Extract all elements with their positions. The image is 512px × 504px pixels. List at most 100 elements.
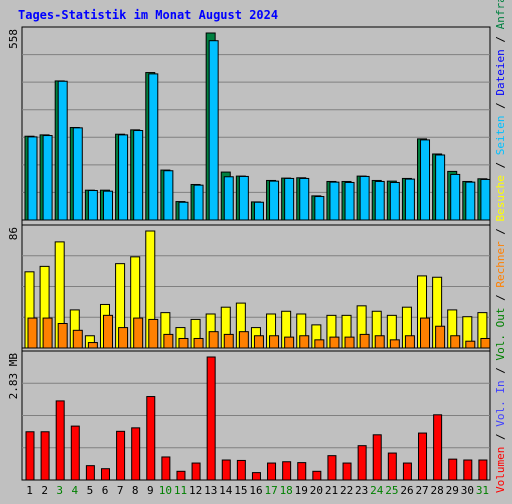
bar-volumen bbox=[463, 459, 473, 481]
x-tick-label: 3 bbox=[56, 484, 63, 497]
bar-volumen bbox=[357, 445, 367, 481]
x-tick-label: 11 bbox=[174, 484, 187, 497]
bar-rechner bbox=[374, 335, 385, 349]
chart-title: Tages-Statistik im Monat August 2024 bbox=[18, 8, 278, 22]
bar-dateien bbox=[450, 173, 461, 221]
bar-dateien bbox=[480, 178, 491, 221]
bar-volumen bbox=[206, 356, 216, 481]
x-tick-label: 20 bbox=[310, 484, 323, 497]
chart-panels: 558 86 2.83 MB bbox=[7, 26, 491, 481]
bar-rechner bbox=[465, 340, 476, 349]
bar-dateien bbox=[208, 40, 219, 221]
bar-rechner bbox=[178, 337, 189, 349]
bar-rechner bbox=[389, 339, 400, 349]
legend-item: / bbox=[494, 29, 507, 49]
x-tick-label: 9 bbox=[147, 484, 154, 497]
bar-rechner bbox=[435, 325, 446, 349]
legend-item: Volumen bbox=[494, 447, 507, 493]
y-max-label: 558 bbox=[7, 29, 20, 49]
bar-volumen bbox=[448, 458, 458, 481]
bar-volumen bbox=[85, 465, 95, 481]
bar-dateien bbox=[223, 176, 234, 221]
x-tick-label: 28 bbox=[431, 484, 444, 497]
bar-rechner bbox=[480, 337, 491, 349]
bar-rechner bbox=[87, 342, 98, 349]
bar-volumen bbox=[267, 462, 277, 481]
bar-rechner bbox=[344, 336, 355, 349]
right-legend: Volumen / Vol. In / Vol. Out / Rechner /… bbox=[494, 0, 507, 493]
bar-rechner bbox=[329, 336, 340, 349]
bar-dateien bbox=[163, 170, 174, 221]
bar-volumen bbox=[25, 431, 35, 481]
x-tick-label: 7 bbox=[117, 484, 124, 497]
legend-item: Vol. Out bbox=[494, 308, 507, 361]
bar-volumen bbox=[221, 459, 231, 481]
x-tick-label: 15 bbox=[234, 484, 247, 497]
legend-item: / bbox=[494, 155, 507, 175]
bar-volumen bbox=[433, 414, 443, 481]
bar-dateien bbox=[344, 181, 355, 221]
legend-item: Rechner bbox=[494, 241, 507, 288]
bar-dateien bbox=[284, 177, 295, 221]
bar-rechner bbox=[163, 333, 174, 349]
bar-volumen bbox=[251, 472, 261, 481]
bar-dateien bbox=[87, 190, 98, 221]
bar-volumen bbox=[236, 459, 246, 481]
x-tick-label: 13 bbox=[204, 484, 217, 497]
bar-rechner bbox=[299, 335, 310, 349]
bar-rechner bbox=[253, 335, 264, 349]
bar-dateien bbox=[359, 175, 370, 221]
bar-dateien bbox=[178, 201, 189, 221]
legend-item: Besuche bbox=[494, 175, 507, 221]
x-tick-label: 5 bbox=[87, 484, 94, 497]
x-tick-label: 12 bbox=[189, 484, 202, 497]
x-tick-label: 27 bbox=[415, 484, 428, 497]
bar-dateien bbox=[465, 181, 476, 221]
bar-dateien bbox=[329, 181, 340, 221]
bar-dateien bbox=[420, 139, 431, 221]
legend-item: Seiten bbox=[494, 115, 507, 155]
bar-rechner bbox=[193, 337, 204, 349]
x-tick-label: 1 bbox=[26, 484, 33, 497]
panel-1: 558 bbox=[7, 26, 491, 221]
legend-item: Anfragen bbox=[494, 0, 507, 29]
bar-volumen bbox=[372, 434, 382, 481]
legend-item: Vol. In bbox=[494, 380, 507, 426]
x-tick-label: 17 bbox=[264, 484, 277, 497]
bar-rechner bbox=[133, 317, 144, 349]
bar-rechner bbox=[57, 323, 68, 349]
x-tick-label: 26 bbox=[400, 484, 413, 497]
x-tick-label: 31 bbox=[476, 484, 489, 497]
bar-dateien bbox=[374, 180, 385, 221]
legend-item: / bbox=[494, 361, 507, 381]
bar-rechner bbox=[314, 339, 325, 349]
x-tick-label: 2 bbox=[41, 484, 48, 497]
legend-item: / bbox=[494, 221, 507, 241]
bar-volumen bbox=[176, 470, 186, 481]
bar-volumen bbox=[342, 462, 352, 481]
y-max-label: 86 bbox=[7, 227, 20, 240]
bar-rechner bbox=[284, 336, 295, 349]
bar-rechner bbox=[102, 314, 113, 349]
bar-dateien bbox=[42, 135, 53, 221]
bar-dateien bbox=[299, 177, 310, 221]
bar-dateien bbox=[102, 190, 113, 221]
bar-rechner bbox=[359, 333, 370, 349]
bar-dateien bbox=[193, 184, 204, 221]
bar-rechner bbox=[420, 317, 431, 349]
x-tick-label: 16 bbox=[249, 484, 262, 497]
bar-rechner bbox=[208, 331, 219, 349]
x-tick-label: 22 bbox=[340, 484, 353, 497]
bar-volumen bbox=[282, 461, 292, 481]
bar-volumen bbox=[70, 425, 80, 481]
bar-rechner bbox=[238, 331, 249, 349]
bar-dateien bbox=[314, 196, 325, 221]
bar-rechner bbox=[42, 317, 53, 349]
x-tick-label: 21 bbox=[325, 484, 338, 497]
bar-volumen bbox=[418, 432, 428, 481]
bar-rechner bbox=[269, 335, 280, 349]
panel-3: 2.83 MB bbox=[7, 350, 491, 481]
bar-volumen bbox=[327, 455, 337, 481]
legend-item: / bbox=[494, 96, 507, 116]
